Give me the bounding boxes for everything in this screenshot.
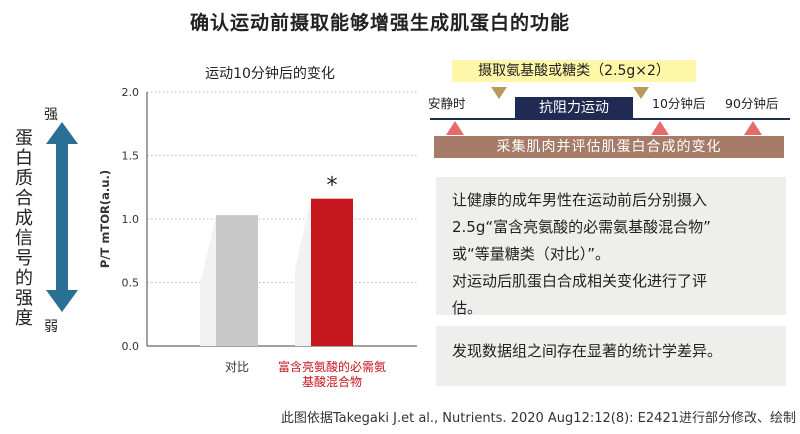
exercise-box: 抗阻力运动 [515, 97, 633, 119]
description-line: 或“等量糖类（对比）”。 [452, 245, 611, 263]
arrow-top-label: 强 [44, 107, 58, 123]
bar-shadow [295, 198, 311, 346]
description-line: 对运动后肌蛋白合成相关变化进行了评 [452, 272, 708, 290]
y-tick-label: 2.0 [122, 86, 140, 99]
description-line: 让健康的成年男性在运动前后分别摄入 [452, 191, 708, 209]
y-tick-label: 0.0 [122, 340, 140, 353]
significance-marker: * [327, 174, 338, 199]
biopsy-bar: 采集肌肉并评估肌蛋白合成的变化 [434, 136, 784, 158]
double-arrow-icon [46, 122, 78, 312]
intake-marker-icon [633, 87, 649, 99]
chart-title: 运动10分钟后的变化 [205, 66, 335, 82]
arrow-bottom-label: 弱 [44, 319, 58, 335]
description-line: 估。 [452, 299, 483, 317]
biopsy-marker-icon [651, 121, 669, 135]
time-label-rest: 安静时 [428, 96, 466, 111]
page-title: 确认运动前摄取能够增强生成肌蛋白的功能 [189, 12, 570, 34]
bar-chart: 0.0 0.5 1.0 1.5 2.0 P/T mTOR(a.u.) 对比 富含亮氨酸的必需氨… [98, 86, 417, 389]
intake-marker-icon [491, 87, 507, 99]
time-label-90min: 90分钟后 [725, 96, 779, 111]
finding-box: 发现数据组之间存在显著的统计学差异。 [436, 326, 786, 386]
y-side-label: 蛋白质合成信号的强度 [6, 108, 38, 348]
intake-label: 摄取氨基酸或糖类（2.5g×2） [452, 60, 696, 82]
description-box: 让健康的成年男性在运动前后分别摄入 2.5g“富含亮氨酸的必需氨基酸混合物” 或… [436, 177, 786, 317]
biopsy-marker-icon [744, 121, 762, 135]
y-tick-label: 1.0 [122, 213, 140, 226]
timeline [430, 118, 790, 120]
y-tick-label: 1.5 [122, 150, 140, 163]
finding-text: 发现数据组之间存在显著的统计学差异。 [452, 342, 723, 360]
y-axis-label: P/T mTOR(a.u.) [98, 170, 112, 268]
category-label: 对比 [225, 360, 249, 374]
biopsy-marker-icon [446, 121, 464, 135]
bar-shadow [200, 215, 216, 346]
y-tick-label: 0.5 [122, 277, 140, 290]
category-label: 基酸混合物 [302, 374, 362, 389]
description-line: 2.5g“富含亮氨酸的必需氨基酸混合物” [452, 218, 711, 236]
citation: 此图依据Takegaki J.et al., Nutrients. 2020 A… [280, 411, 796, 426]
time-label-10min: 10分钟后 [652, 96, 706, 111]
category-label: 富含亮氨酸的必需氨 [278, 359, 386, 374]
bar [216, 215, 258, 346]
bar [311, 198, 353, 346]
y-side-label-text: 蛋白质合成信号的强度 [12, 128, 33, 328]
